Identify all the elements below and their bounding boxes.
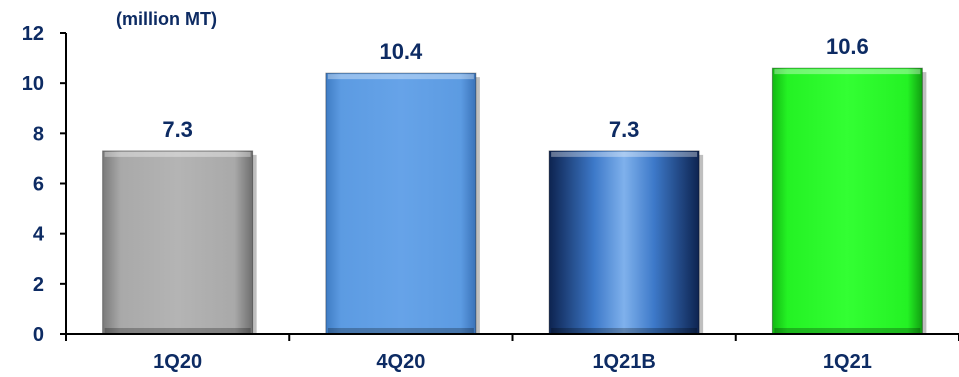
y-axis-ticks: 0 2 4 6 8 10 12 (22, 23, 66, 346)
bar-bevel-top (327, 74, 474, 80)
bar-bevel-top (774, 69, 921, 75)
bar-body (771, 67, 923, 335)
data-labels-group: 7.3 10.4 7.3 10.6 (162, 34, 868, 142)
bar-1Q21B (548, 150, 704, 335)
y-tick-label: 2 (33, 274, 44, 296)
bars-group (102, 67, 927, 335)
bar-body (548, 150, 700, 335)
bar-bevel-top (104, 151, 251, 157)
bar-1Q20 (102, 150, 257, 335)
bar-body (102, 150, 254, 335)
y-tick-label: 8 (33, 123, 44, 145)
x-axis-labels: 1Q20 4Q20 1Q21B 1Q21 (153, 351, 872, 373)
bar-body (325, 72, 477, 335)
bar-bevel-bottom (774, 328, 921, 333)
y-tick-label: 4 (33, 224, 45, 246)
data-label: 7.3 (162, 117, 193, 142)
x-category-label: 1Q21B (592, 351, 655, 373)
y-tick-label: 6 (33, 174, 44, 196)
data-label: 10.6 (826, 34, 869, 59)
bar-1Q21 (771, 67, 927, 335)
y-tick-label: 0 (33, 324, 44, 346)
data-label: 7.3 (609, 117, 640, 142)
x-axis-ticks (65, 334, 959, 341)
unit-label: (million MT) (116, 9, 217, 29)
bar-bevel-bottom (551, 328, 698, 333)
bar-bevel-bottom (327, 328, 474, 333)
y-tick-label: 12 (22, 23, 44, 45)
bar-bevel-top (551, 151, 698, 157)
bar-4Q20 (325, 72, 480, 335)
y-tick-label: 10 (22, 73, 44, 95)
bar-bevel-bottom (104, 328, 251, 333)
x-category-label: 1Q21 (823, 351, 872, 373)
x-category-label: 4Q20 (376, 351, 425, 373)
data-label: 10.4 (379, 39, 423, 64)
x-category-label: 1Q20 (153, 351, 202, 373)
